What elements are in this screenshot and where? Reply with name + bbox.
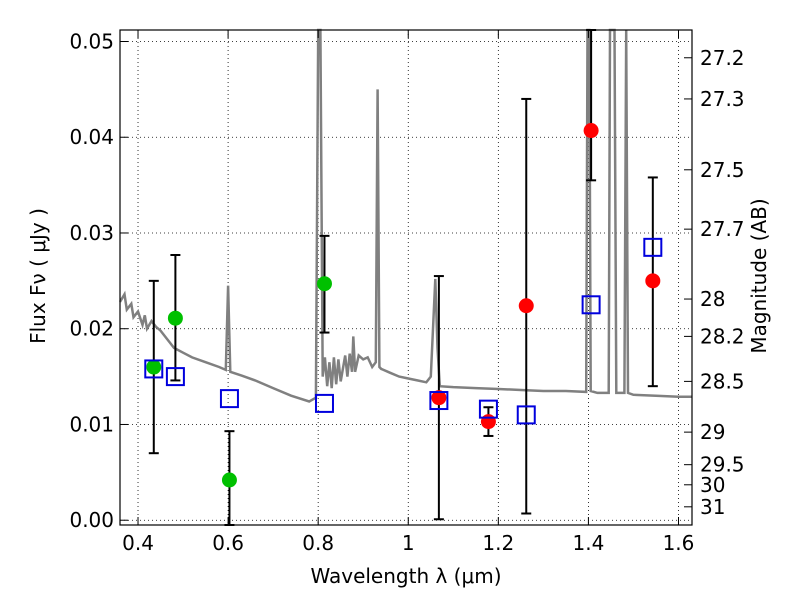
model-photometry-square (516, 405, 536, 425)
data-point (221, 472, 237, 488)
grid (120, 30, 692, 525)
y2-tick-label: 28 (700, 287, 725, 311)
y-tick-label: 0.02 (69, 317, 114, 341)
y2-tick-label: 28.2 (700, 324, 745, 348)
data-point (518, 298, 534, 314)
data-markers (144, 123, 663, 488)
y2-axis-label: Magnitude (AB) (747, 198, 771, 353)
data-point (146, 359, 162, 375)
y2-tick-label: 27.3 (700, 87, 745, 111)
x-tick-label: 1 (402, 531, 415, 555)
y-tick-label: 0.00 (69, 508, 114, 532)
model-photometry-square (219, 389, 239, 409)
model-photometry-square (581, 295, 601, 315)
y2-tick-label: 27.7 (700, 217, 745, 241)
y2-tick-label: 27.2 (700, 46, 745, 70)
y2-tick-label: 29 (700, 420, 725, 444)
x-tick-label: 0.4 (122, 531, 154, 555)
y-axis-ticks: 0.00 0.01 0.02 0.03 0.04 0.05 (69, 29, 128, 532)
data-point (316, 276, 332, 292)
y-tick-label: 0.01 (69, 412, 114, 436)
y2-tick-label: 27.5 (700, 158, 745, 182)
spectrum-layer (118, 28, 692, 403)
data-point (583, 123, 599, 139)
y2-tick-label: 30 (700, 473, 725, 497)
data-point (167, 310, 183, 326)
x-tick-label: 0.8 (302, 531, 334, 555)
data-point (480, 414, 496, 430)
model-photometry-square (643, 237, 663, 257)
y-tick-label: 0.05 (69, 29, 114, 53)
y2-tick-label: 29.5 (700, 453, 745, 477)
model-photometry-square (165, 367, 185, 387)
model-photometry-square (144, 359, 164, 379)
plot-frame (119, 29, 693, 526)
data-point (431, 390, 447, 406)
x-axis-label: Wavelength λ (μm) (310, 564, 501, 588)
x-tick-label: 0.6 (212, 531, 244, 555)
y-tick-label: 0.04 (69, 125, 114, 149)
x-tick-label: 1.2 (482, 531, 514, 555)
model-photometry-square (429, 391, 449, 411)
y2-tick-label: 28.5 (700, 369, 745, 393)
data-point (645, 273, 661, 289)
y-axis-label: Flux Fν ( μJy ) (26, 208, 50, 344)
model-spectrum-line (118, 28, 692, 403)
model-photometry-square (314, 393, 334, 413)
y2-tick-label: 31 (700, 495, 725, 519)
x-tick-label: 1.4 (573, 531, 605, 555)
x-tick-label: 1.6 (663, 531, 695, 555)
error-bars (148, 29, 658, 526)
x-axis-ticks: 0.4 0.6 0.8 1 1.2 1.4 1.6 (122, 30, 694, 555)
y-tick-label: 0.03 (69, 221, 114, 245)
model-photometry-square (478, 399, 498, 419)
